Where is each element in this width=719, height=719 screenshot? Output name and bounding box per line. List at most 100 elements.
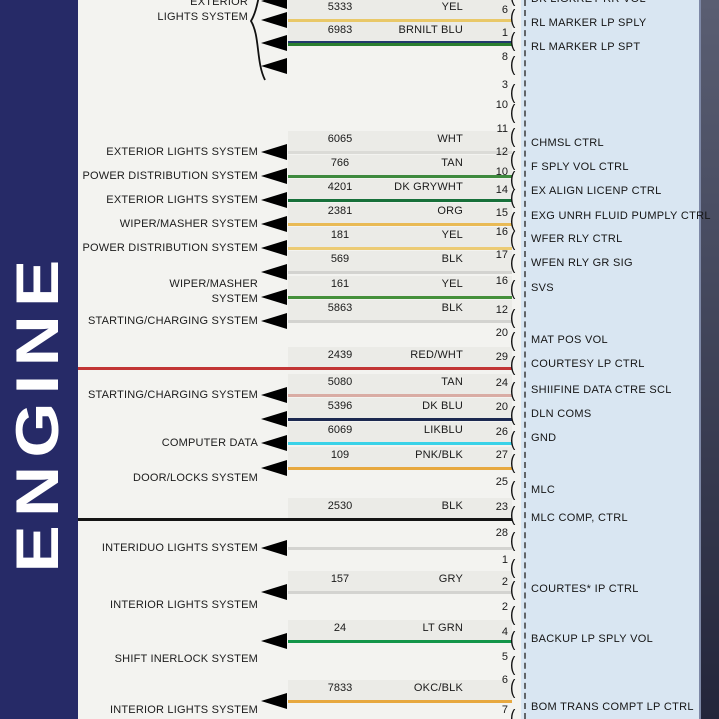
wire-color-label: DK BLU xyxy=(422,400,463,412)
wire-label-band xyxy=(288,131,512,153)
signal-label: SHIIFINE DATA CTRE SCL xyxy=(531,384,672,396)
pin-number: 20 xyxy=(495,401,508,413)
pin-number: 6 xyxy=(501,674,508,686)
connector-cavity-icon: ( xyxy=(510,479,516,502)
connector-cavity-icon: ( xyxy=(510,54,516,77)
pin-number: 25 xyxy=(495,476,508,488)
wire-label-band xyxy=(288,447,512,469)
pin-number: 10 xyxy=(495,166,508,178)
pin-number: 5 xyxy=(501,651,508,663)
wire-color-label: BLK xyxy=(441,302,463,314)
wire-arrow-icon xyxy=(261,168,287,184)
signal-panel xyxy=(521,0,701,719)
wire-line xyxy=(78,367,512,370)
pin-number: 12 xyxy=(495,304,508,316)
connector-cavity-icon: ( xyxy=(510,354,516,377)
pin-number: 14 xyxy=(495,184,508,196)
wire-line xyxy=(288,591,512,594)
pin-number: 1 xyxy=(501,554,508,566)
wire-color-label: DK GRYWHT xyxy=(394,181,463,193)
pin-number: 7 xyxy=(501,704,508,716)
system-label: STARTING/CHARGING SYSTEM xyxy=(87,389,258,401)
pin-number: 8 xyxy=(501,51,508,63)
signal-label: WFER RLY CTRL xyxy=(531,233,623,245)
connector-cavity-icon: ( xyxy=(510,210,516,233)
connector-cavity-icon: ( xyxy=(510,330,516,353)
signal-label: RL MARKER LP SPT xyxy=(531,41,641,53)
wire-number: 5863 xyxy=(327,302,353,314)
wire-number: 5333 xyxy=(327,1,353,13)
connector-cavity-icon: ( xyxy=(510,677,516,700)
pin-number: 2 xyxy=(501,601,508,613)
pin-number: 4 xyxy=(501,626,508,638)
wire-label-band xyxy=(288,22,512,44)
wire-label-band xyxy=(288,203,512,225)
wire-number: 7833 xyxy=(327,682,353,694)
signal-label: COURTES* IP CTRL xyxy=(531,583,639,595)
signal-label: GND xyxy=(531,432,557,444)
wire-line xyxy=(288,175,512,178)
system-label: SHIFT INERLOCK SYSTEM xyxy=(114,653,258,665)
wire-number: 161 xyxy=(330,278,350,290)
pin-number: 1 xyxy=(501,27,508,39)
wire-arrow-icon xyxy=(261,216,287,232)
wire-number: 181 xyxy=(330,229,350,241)
wire-arrow-icon xyxy=(261,192,287,208)
wire-arrow-icon xyxy=(261,264,287,280)
wire-label-band xyxy=(288,179,512,201)
pin-number: 27 xyxy=(495,449,508,461)
system-label: INTERIDUO LIGHTS SYSTEM xyxy=(101,542,258,554)
connector-cavity-icon: ( xyxy=(510,229,516,252)
wire-arrow-icon xyxy=(261,411,287,427)
wire-arrow-icon xyxy=(261,289,287,305)
wire-line xyxy=(288,19,512,22)
pin-number: 17 xyxy=(495,249,508,261)
connector-cavity-icon: ( xyxy=(510,102,516,125)
wire-label-band xyxy=(288,227,512,249)
wire-arrow-icon xyxy=(261,693,287,709)
pin-number: 10 xyxy=(495,99,508,111)
wire-label-band xyxy=(288,498,512,520)
system-label: EXTERIOR xyxy=(190,0,248,8)
connector-cavity-icon: ( xyxy=(510,629,516,652)
connector-cavity-icon: ( xyxy=(510,452,516,475)
wire-number: 6065 xyxy=(327,133,353,145)
connector-cavity-icon: ( xyxy=(510,707,516,719)
wire-arrow-icon xyxy=(261,35,287,51)
wire-line xyxy=(288,640,512,643)
wire-number: 24 xyxy=(333,622,347,634)
wire-label-band xyxy=(288,300,512,322)
wire-arrow-icon xyxy=(261,240,287,256)
pin-number: 6 xyxy=(501,4,508,16)
wire-color-label: BLK xyxy=(441,253,463,265)
wire-line xyxy=(288,151,512,154)
system-label: COMPUTER DATA xyxy=(161,437,258,449)
wire-label-band xyxy=(288,620,512,642)
wire-line xyxy=(288,442,512,445)
system-label: WIPER/MASHER SYSTEM xyxy=(119,218,258,230)
wire-label-band xyxy=(288,276,512,298)
wire-line xyxy=(288,394,512,397)
connector-dashed-line xyxy=(524,0,526,719)
system-label: EXTERIOR LIGHTS SYSTEM xyxy=(106,146,258,158)
wire-color-label: YEL xyxy=(441,1,463,13)
wire-label-band xyxy=(288,571,512,593)
pin-number: 23 xyxy=(495,501,508,513)
signal-label: MLC COMP, CTRL xyxy=(531,512,628,524)
wire-number: 2530 xyxy=(327,500,353,512)
wire-line xyxy=(288,467,512,470)
system-label: DOOR/LOCKS SYSTEM xyxy=(132,472,258,484)
wire-number: 569 xyxy=(330,253,350,265)
connector-cavity-icon: ( xyxy=(510,654,516,677)
wire-number: 4201 xyxy=(327,181,353,193)
connector-cavity-icon: ( xyxy=(510,504,516,527)
wire-line xyxy=(288,547,512,550)
wire-number: 5396 xyxy=(327,400,353,412)
pin-number: 12 xyxy=(495,146,508,158)
wire-color-label: BLK xyxy=(441,500,463,512)
wire-color-label: PNK/BLK xyxy=(415,449,463,461)
system-label: INTERIOR LIGHTS SYSTEM xyxy=(109,704,258,716)
system-label: EXTERIOR LIGHTS SYSTEM xyxy=(106,194,258,206)
connector-cavity-icon: ( xyxy=(510,380,516,403)
